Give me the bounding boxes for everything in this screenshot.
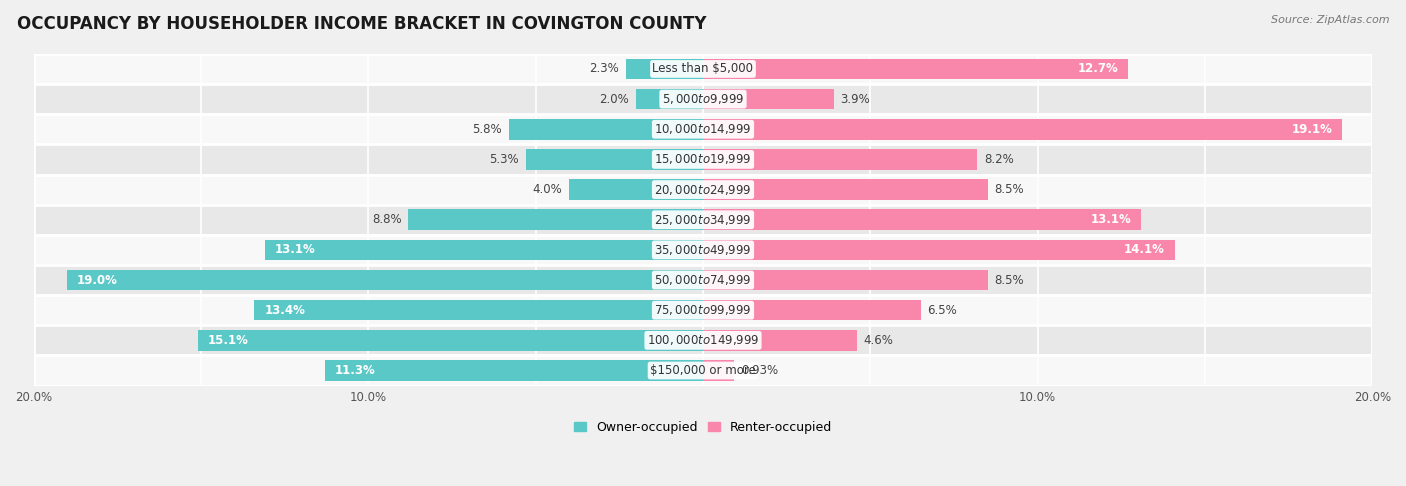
Bar — [703, 270, 987, 290]
Bar — [34, 235, 1372, 265]
Text: 19.0%: 19.0% — [77, 274, 118, 287]
Text: $50,000 to $74,999: $50,000 to $74,999 — [654, 273, 752, 287]
Bar — [703, 59, 1128, 79]
Text: $5,000 to $9,999: $5,000 to $9,999 — [662, 92, 744, 106]
Bar — [636, 89, 703, 109]
Bar — [67, 270, 703, 290]
Text: $100,000 to $149,999: $100,000 to $149,999 — [647, 333, 759, 347]
Text: 12.7%: 12.7% — [1077, 63, 1118, 75]
Bar — [264, 240, 703, 260]
Bar — [703, 89, 834, 109]
Text: 8.5%: 8.5% — [994, 183, 1024, 196]
Bar — [703, 119, 1343, 139]
Text: 5.3%: 5.3% — [489, 153, 519, 166]
Bar — [34, 144, 1372, 174]
Text: $35,000 to $49,999: $35,000 to $49,999 — [654, 243, 752, 257]
Bar — [34, 114, 1372, 144]
Text: 19.1%: 19.1% — [1291, 123, 1333, 136]
Text: $20,000 to $24,999: $20,000 to $24,999 — [654, 183, 752, 196]
Bar — [409, 209, 703, 230]
Bar — [34, 174, 1372, 205]
Bar — [703, 330, 858, 350]
Bar — [34, 355, 1372, 385]
Text: 4.6%: 4.6% — [863, 334, 894, 347]
Text: 13.1%: 13.1% — [274, 243, 315, 257]
Bar — [34, 295, 1372, 325]
Bar — [325, 360, 703, 381]
Text: 2.3%: 2.3% — [589, 63, 619, 75]
Bar — [254, 300, 703, 320]
Bar — [703, 300, 921, 320]
Bar — [703, 209, 1142, 230]
Bar — [34, 54, 1372, 84]
Bar — [526, 149, 703, 170]
Text: 8.5%: 8.5% — [994, 274, 1024, 287]
Text: $10,000 to $14,999: $10,000 to $14,999 — [654, 122, 752, 136]
Bar — [569, 179, 703, 200]
Bar — [198, 330, 703, 350]
Legend: Owner-occupied, Renter-occupied: Owner-occupied, Renter-occupied — [568, 416, 838, 439]
Text: OCCUPANCY BY HOUSEHOLDER INCOME BRACKET IN COVINGTON COUNTY: OCCUPANCY BY HOUSEHOLDER INCOME BRACKET … — [17, 15, 706, 33]
Bar — [34, 205, 1372, 235]
Text: Less than $5,000: Less than $5,000 — [652, 63, 754, 75]
Text: $25,000 to $34,999: $25,000 to $34,999 — [654, 213, 752, 227]
Text: 13.1%: 13.1% — [1091, 213, 1132, 226]
Bar — [703, 240, 1175, 260]
Text: 4.0%: 4.0% — [533, 183, 562, 196]
Text: $75,000 to $99,999: $75,000 to $99,999 — [654, 303, 752, 317]
Bar — [703, 360, 734, 381]
Text: 0.93%: 0.93% — [741, 364, 778, 377]
Text: Source: ZipAtlas.com: Source: ZipAtlas.com — [1271, 15, 1389, 25]
Bar — [703, 179, 987, 200]
Text: 14.1%: 14.1% — [1123, 243, 1166, 257]
Bar — [703, 149, 977, 170]
Text: 5.8%: 5.8% — [472, 123, 502, 136]
Text: 11.3%: 11.3% — [335, 364, 375, 377]
Text: 6.5%: 6.5% — [928, 304, 957, 317]
Text: 2.0%: 2.0% — [599, 93, 630, 105]
Text: $15,000 to $19,999: $15,000 to $19,999 — [654, 153, 752, 166]
Bar — [626, 59, 703, 79]
Text: 8.8%: 8.8% — [373, 213, 402, 226]
Text: 15.1%: 15.1% — [208, 334, 249, 347]
Text: 8.2%: 8.2% — [984, 153, 1014, 166]
Text: $150,000 or more: $150,000 or more — [650, 364, 756, 377]
Bar — [34, 84, 1372, 114]
Text: 13.4%: 13.4% — [264, 304, 305, 317]
Bar — [509, 119, 703, 139]
Bar — [34, 265, 1372, 295]
Text: 3.9%: 3.9% — [841, 93, 870, 105]
Bar — [34, 325, 1372, 355]
